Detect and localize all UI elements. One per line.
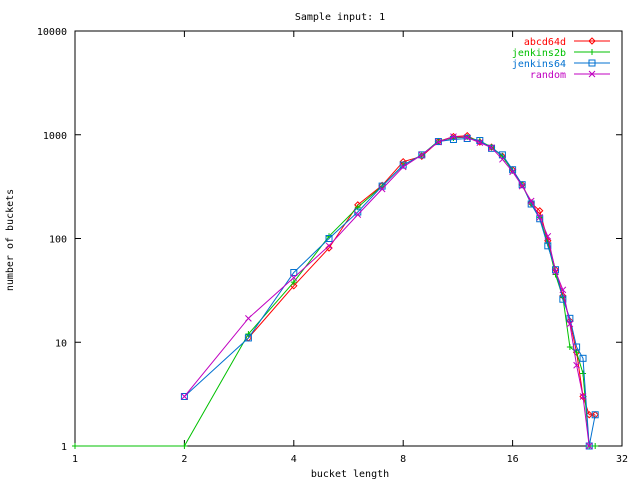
data-point — [245, 314, 252, 322]
series-line — [184, 137, 596, 447]
series-line — [184, 136, 590, 447]
data-point — [579, 354, 587, 362]
y-tick-label: 10000 — [37, 27, 67, 38]
x-tick-label: 8 — [400, 454, 406, 465]
series-random — [181, 133, 593, 450]
data-point — [585, 442, 593, 450]
data-point — [544, 242, 552, 250]
data-point — [544, 232, 552, 240]
legend-label: jenkins64 — [512, 59, 566, 70]
data-point — [588, 70, 596, 78]
y-tick-label: 100 — [49, 235, 67, 246]
data-point — [536, 207, 544, 215]
data-point — [559, 295, 567, 303]
data-point — [245, 331, 252, 338]
data-point — [476, 137, 484, 145]
y-tick-label: 1 — [61, 442, 67, 453]
data-point — [244, 334, 252, 342]
data-point — [418, 151, 426, 159]
series-line — [75, 136, 596, 447]
y-tick-label: 1000 — [43, 131, 67, 142]
x-tick-label: 16 — [507, 454, 519, 465]
axis-ticks: 1 2 4 8 16 32 1 10 100 1000 10000 — [37, 27, 628, 465]
data-point — [559, 286, 567, 294]
data-point — [181, 443, 188, 449]
data-point — [591, 411, 599, 419]
data-point — [434, 138, 442, 146]
legend-label: abcd64d — [524, 37, 566, 48]
x-tick-label: 2 — [181, 454, 187, 465]
data-point — [463, 134, 471, 141]
data-point — [573, 361, 580, 369]
data-point — [72, 443, 78, 449]
data-point — [290, 274, 298, 281]
legend-label: random — [530, 70, 566, 81]
data-point — [488, 144, 496, 152]
data-point — [476, 139, 484, 146]
x-tick-label: 1 — [72, 454, 78, 465]
data-point — [325, 242, 333, 250]
y-tick-label: 10 — [55, 338, 67, 349]
data-point — [378, 185, 386, 193]
data-point — [354, 211, 362, 218]
x-tick-label: 4 — [291, 454, 297, 465]
data-point — [488, 144, 495, 152]
data-point — [290, 269, 298, 277]
series-jenkins64 — [180, 135, 599, 450]
data-point — [588, 59, 596, 67]
legend-label: jenkins2b — [512, 48, 566, 59]
x-axis-label: bucket length — [311, 469, 389, 480]
data-point — [509, 166, 517, 174]
data-point — [536, 213, 544, 221]
data-point — [580, 370, 587, 377]
data-point — [418, 151, 426, 159]
data-point — [536, 215, 544, 223]
data-point — [435, 138, 442, 146]
chart-title: Sample input: 1 — [295, 12, 385, 23]
data-point — [527, 197, 535, 205]
y-axis-label: number of buckets — [5, 189, 16, 291]
series-abcd64d — [244, 131, 599, 419]
x-tick-label: 32 — [616, 454, 628, 465]
data-point — [509, 168, 516, 176]
data-point — [399, 163, 407, 171]
data-point — [450, 133, 457, 140]
data-point — [498, 151, 506, 159]
data-point — [566, 320, 574, 328]
data-point — [579, 393, 587, 400]
series-group — [72, 131, 599, 450]
data-point — [499, 155, 506, 163]
data-point — [588, 37, 596, 45]
data-point — [589, 49, 595, 55]
data-point — [325, 235, 333, 242]
data-point — [552, 268, 559, 275]
plot-frame — [74, 30, 623, 447]
data-point — [181, 393, 188, 400]
data-point — [290, 279, 297, 286]
data-point — [592, 443, 599, 449]
data-point — [180, 392, 188, 400]
data-point — [566, 343, 573, 350]
series-line — [248, 135, 596, 416]
data-point — [566, 314, 574, 322]
data-point — [518, 181, 526, 189]
data-point — [518, 182, 526, 190]
